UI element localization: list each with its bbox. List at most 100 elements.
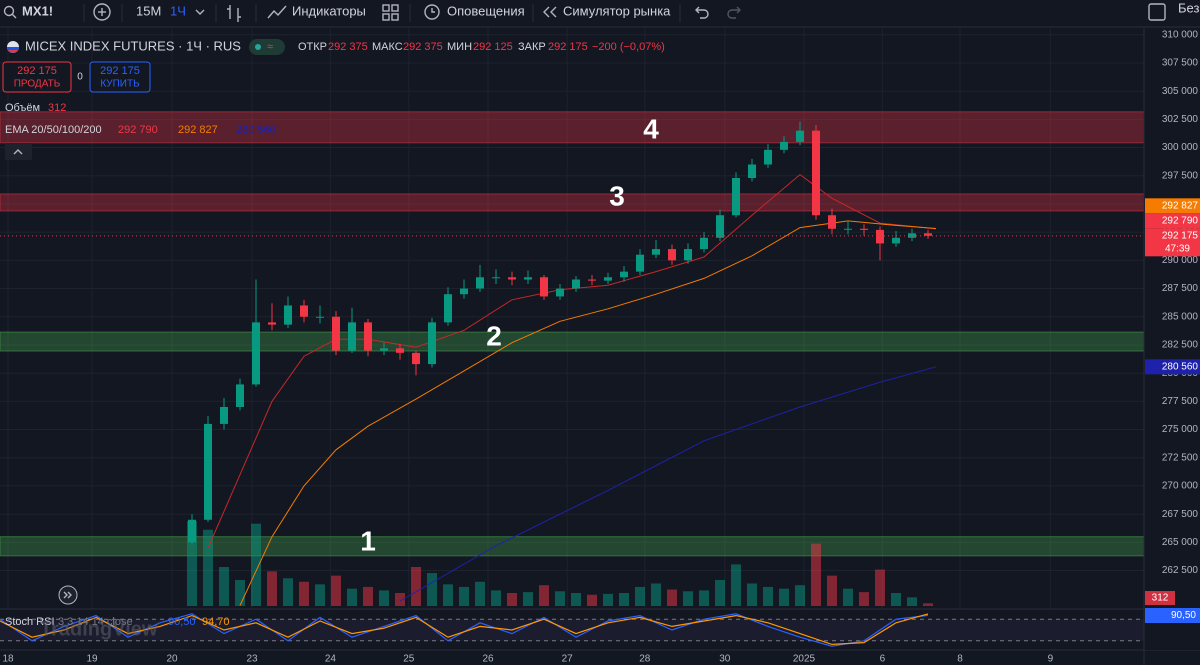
sell-button[interactable] [2, 61, 72, 93]
price-axis [1144, 28, 1200, 650]
replay-button[interactable]: Симулятор рынка [563, 3, 671, 18]
price-badge-label: 280 560 [1162, 361, 1199, 372]
add-symbol[interactable] [93, 3, 111, 21]
price-badge [1145, 213, 1200, 229]
candle-body [508, 277, 516, 280]
chart-style[interactable] [227, 5, 241, 22]
volume-bar [235, 580, 245, 606]
candle-body [876, 229, 884, 244]
change-value: −200 (−0,07%) [592, 41, 665, 53]
collapse-icon [13, 149, 23, 155]
search-icon[interactable] [3, 5, 17, 19]
volume-bar [523, 592, 533, 606]
volume-bar [219, 567, 229, 606]
volume-bar [427, 573, 437, 606]
panel-label[interactable]: Без [1178, 0, 1199, 15]
volume-bar [267, 571, 277, 606]
indicators-button[interactable]: Индикаторы [292, 3, 366, 18]
volume-bar [651, 583, 661, 606]
volume-bar [251, 523, 261, 606]
templates-icon[interactable] [382, 4, 399, 21]
price-badge-label: 292 790 [1162, 215, 1199, 226]
volume-bar [475, 581, 485, 606]
y-tick-label: 277 500 [1162, 396, 1199, 407]
candle-body [780, 141, 788, 150]
volume-bar [331, 575, 341, 606]
y-tick-label: 262 500 [1162, 565, 1199, 576]
candle-body [252, 322, 260, 385]
open-label: ОТКР [298, 41, 327, 53]
buy-label: КУПИТЬ [100, 79, 140, 90]
candle-body [284, 305, 292, 325]
zone-label: 2 [486, 320, 502, 351]
volume-bar [587, 594, 597, 606]
price-badge [1145, 228, 1200, 257]
volume-bar [539, 585, 549, 606]
candle-body [556, 288, 564, 297]
candle-body [604, 277, 612, 281]
candle-body [620, 271, 628, 278]
buy-button[interactable] [89, 61, 151, 93]
candle-body [188, 519, 196, 543]
candle-body [316, 316, 324, 318]
high-label: МАКС [372, 41, 403, 53]
x-tick-label: 20 [166, 654, 178, 665]
redo[interactable] [727, 6, 741, 19]
market-status[interactable] [249, 39, 285, 55]
y-tick-label: 307 500 [1162, 58, 1199, 69]
y-tick-label: 272 500 [1162, 452, 1199, 463]
ema-value: 280 560 [236, 124, 276, 136]
candle-body [444, 294, 452, 323]
x-tick-label: 28 [639, 654, 651, 665]
candle-body [652, 249, 660, 255]
indicators-icon[interactable] [267, 5, 287, 19]
candle-body [300, 305, 308, 317]
zone [0, 193, 1145, 212]
price-badge-timer: 47:39 [1165, 243, 1190, 254]
zone [0, 111, 1145, 144]
stoch-line [0, 613, 929, 646]
x-tick-label: 8 [957, 654, 963, 665]
candle-body [364, 322, 372, 351]
panel-toggle[interactable] [1148, 3, 1166, 21]
candle-body [828, 215, 836, 229]
candle-body [380, 348, 388, 351]
candle-body [716, 215, 724, 238]
stoch-name: Stoch RSI [5, 616, 55, 628]
candle-body [892, 237, 900, 244]
volume-badge-label: 312 [1152, 593, 1169, 604]
open-value: 292 375 [328, 41, 368, 53]
alerts-icon[interactable] [424, 4, 440, 20]
stoch-d-value: 94,70 [202, 616, 230, 628]
replay-icon[interactable] [543, 6, 557, 18]
x-tick-label: 6 [880, 654, 886, 665]
volume-bar [811, 543, 821, 606]
volume-bar [459, 586, 469, 606]
interval[interactable]: 15M [136, 3, 161, 18]
volume-bar [491, 590, 501, 606]
volume-bar [827, 575, 837, 606]
stoch-badge [1145, 608, 1200, 623]
ema-line [239, 220, 937, 606]
y-tick-label: 282 500 [1162, 340, 1199, 351]
zone [0, 331, 1145, 352]
collapse-button[interactable] [5, 143, 32, 160]
alerts-button[interactable]: Оповещения [447, 3, 525, 18]
x-tick-label: 23 [246, 654, 258, 665]
y-tick-label: 310 000 [1162, 29, 1199, 40]
volume-bar [875, 569, 885, 606]
interval-menu[interactable] [195, 9, 205, 15]
interval-active[interactable]: 1Ч [170, 3, 186, 18]
ema-line [399, 366, 937, 602]
y-tick-label: 302 500 [1162, 114, 1199, 125]
candle-body [524, 277, 532, 280]
candle-body [684, 249, 692, 261]
undo[interactable] [695, 6, 709, 19]
x-tick-label: 26 [482, 654, 494, 665]
symbol[interactable]: MX1! [22, 3, 53, 18]
volume-bar [411, 567, 421, 606]
volume-bar [347, 588, 357, 606]
close-label: ЗАКР [518, 41, 546, 53]
candle-body [492, 277, 500, 279]
go-to-realtime[interactable] [58, 585, 78, 605]
